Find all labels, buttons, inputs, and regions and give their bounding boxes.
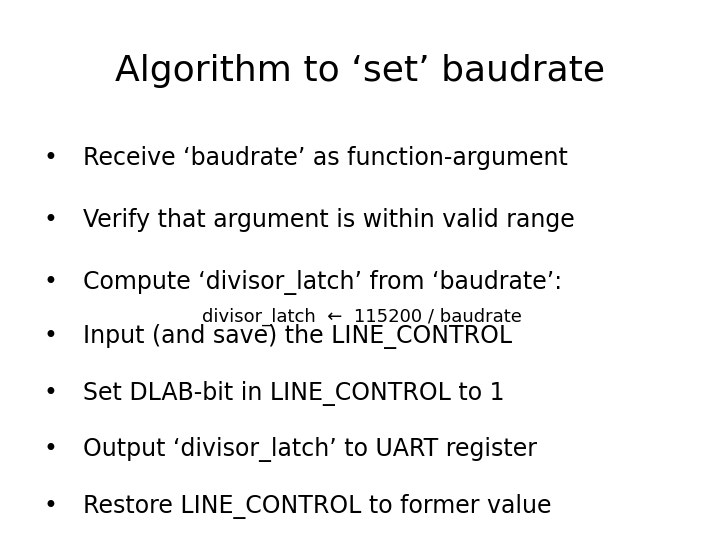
Text: Input (and save) the LINE_CONTROL: Input (and save) the LINE_CONTROL bbox=[83, 324, 512, 349]
Text: Compute ‘divisor_latch’ from ‘baudrate’:: Compute ‘divisor_latch’ from ‘baudrate’: bbox=[83, 270, 562, 295]
Text: Algorithm to ‘set’ baudrate: Algorithm to ‘set’ baudrate bbox=[115, 54, 605, 88]
Text: Restore LINE_CONTROL to former value: Restore LINE_CONTROL to former value bbox=[83, 494, 552, 519]
Text: divisor_latch  ←  115200 / baudrate: divisor_latch ← 115200 / baudrate bbox=[202, 308, 521, 326]
Text: •: • bbox=[43, 324, 58, 348]
Text: •: • bbox=[43, 437, 58, 461]
Text: Output ‘divisor_latch’ to UART register: Output ‘divisor_latch’ to UART register bbox=[83, 437, 537, 462]
Text: Verify that argument is within valid range: Verify that argument is within valid ran… bbox=[83, 208, 575, 232]
Text: •: • bbox=[43, 381, 58, 404]
Text: Set DLAB-bit in LINE_CONTROL to 1: Set DLAB-bit in LINE_CONTROL to 1 bbox=[83, 381, 504, 406]
Text: •: • bbox=[43, 270, 58, 294]
Text: •: • bbox=[43, 146, 58, 170]
Text: Receive ‘baudrate’ as function-argument: Receive ‘baudrate’ as function-argument bbox=[83, 146, 567, 170]
Text: •: • bbox=[43, 208, 58, 232]
Text: •: • bbox=[43, 494, 58, 518]
